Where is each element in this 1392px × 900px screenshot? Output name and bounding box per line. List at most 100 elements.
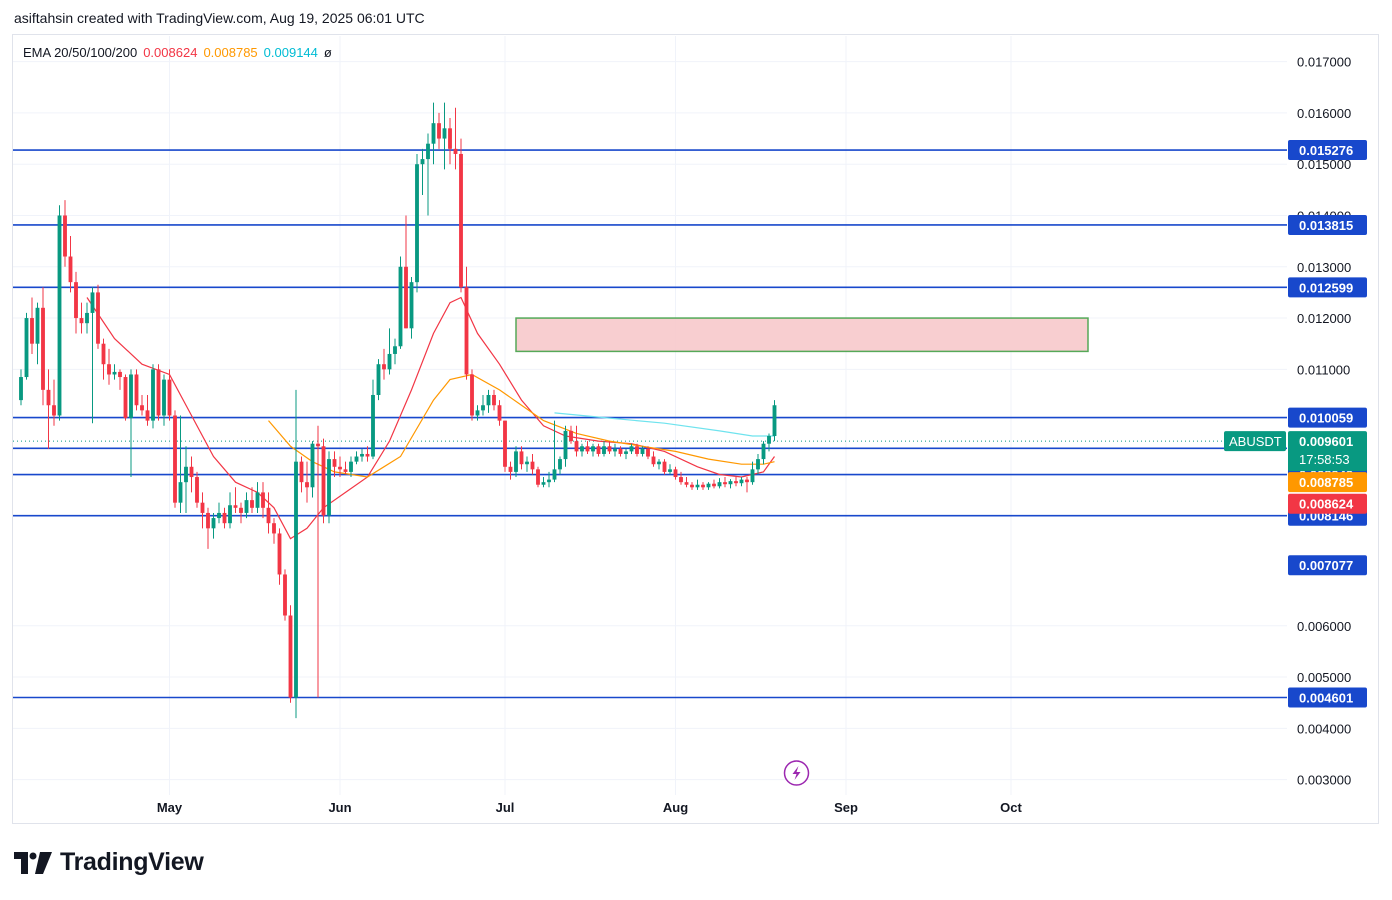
candle-body[interactable] [145, 410, 150, 421]
candle-body[interactable] [734, 481, 738, 484]
candle-body[interactable] [349, 461, 353, 472]
candle-body[interactable] [706, 483, 711, 488]
candle-body[interactable] [288, 615, 293, 698]
candle-body[interactable] [574, 441, 579, 452]
candle-body[interactable] [332, 459, 337, 467]
candle-body[interactable] [668, 469, 672, 472]
candle-body[interactable] [426, 143, 430, 160]
candle-body[interactable] [464, 287, 469, 375]
candle-body[interactable] [316, 443, 320, 447]
candle-body[interactable] [739, 479, 744, 484]
candle-body[interactable] [618, 448, 623, 454]
candle-body[interactable] [541, 482, 546, 485]
candle-body[interactable] [371, 394, 375, 457]
candle-body[interactable] [772, 405, 777, 437]
candle-body[interactable] [63, 215, 67, 257]
candle-body[interactable] [360, 453, 364, 457]
candle-body[interactable] [178, 482, 183, 503]
candle-body[interactable] [717, 482, 722, 487]
candle-body[interactable] [327, 459, 331, 516]
candle-body[interactable] [129, 374, 133, 419]
candle-body[interactable] [646, 448, 650, 457]
candle-body[interactable] [497, 405, 502, 421]
candle-body[interactable] [387, 353, 392, 370]
candle-body[interactable] [624, 451, 628, 454]
candle-body[interactable] [767, 436, 771, 444]
candle-body[interactable] [123, 377, 128, 419]
candle-body[interactable] [552, 469, 557, 480]
candle-body[interactable] [519, 451, 524, 465]
candle-body[interactable] [514, 451, 518, 472]
candle-body[interactable] [673, 469, 678, 478]
candle-body[interactable] [338, 466, 342, 470]
candle-body[interactable] [596, 446, 601, 454]
candle-body[interactable] [756, 459, 760, 470]
candle-body[interactable] [343, 469, 348, 472]
candle-body[interactable] [635, 446, 639, 454]
candle-body[interactable] [409, 282, 414, 329]
candle-body[interactable] [19, 377, 23, 401]
candle-body[interactable] [52, 405, 56, 416]
last-price-badge[interactable] [1288, 431, 1367, 472]
candle-body[interactable] [79, 318, 84, 324]
candle-body[interactable] [112, 371, 117, 375]
candle-body[interactable] [750, 469, 755, 483]
candle-body[interactable] [74, 282, 78, 319]
tradingview-brand[interactable]: TradingView [14, 848, 204, 877]
candle-body[interactable] [118, 371, 122, 378]
candle-body[interactable] [222, 512, 227, 524]
candle-body[interactable] [640, 448, 645, 454]
candle-body[interactable] [376, 364, 381, 395]
candle-body[interactable] [151, 369, 155, 421]
candle-body[interactable] [684, 482, 689, 485]
candle-body[interactable] [272, 523, 276, 534]
candle-body[interactable] [233, 505, 238, 508]
candle-body[interactable] [701, 484, 705, 488]
candle-body[interactable] [453, 148, 458, 154]
candle-body[interactable] [459, 153, 463, 288]
candle-body[interactable] [690, 484, 694, 488]
candle-body[interactable] [200, 502, 205, 513]
candle-body[interactable] [679, 477, 683, 483]
candle-body[interactable] [162, 379, 166, 416]
candle-body[interactable] [261, 492, 265, 508]
candle-body[interactable] [255, 492, 260, 508]
candle-body[interactable] [277, 533, 282, 575]
candle-body[interactable] [486, 394, 491, 406]
candle-body[interactable] [266, 507, 271, 524]
candle-body[interactable] [629, 446, 634, 452]
candle-body[interactable] [525, 461, 529, 465]
candle-body[interactable] [437, 123, 441, 139]
candle-body[interactable] [536, 469, 540, 485]
candle-body[interactable] [580, 446, 584, 452]
candle-body[interactable] [404, 266, 408, 329]
candle-body[interactable] [239, 507, 243, 513]
candle-body[interactable] [607, 446, 612, 452]
candle-body[interactable] [723, 482, 727, 485]
candle-body[interactable] [492, 394, 496, 406]
candle-body[interactable] [558, 459, 562, 470]
supply-zone-rectangle[interactable] [515, 317, 1089, 353]
candle-body[interactable] [101, 343, 106, 365]
candle-body[interactable] [283, 574, 287, 616]
candle-body[interactable] [96, 292, 100, 344]
candle-body[interactable] [134, 374, 139, 406]
candle-body[interactable] [46, 389, 51, 406]
candle-body[interactable] [470, 374, 474, 416]
candle-body[interactable] [563, 430, 568, 460]
candle-body[interactable] [442, 128, 447, 139]
candle-body[interactable] [184, 466, 188, 483]
candle-body[interactable] [398, 266, 403, 347]
candle-body[interactable] [107, 364, 111, 375]
candle-body[interactable] [448, 128, 452, 149]
candle-body[interactable] [24, 318, 29, 378]
candle-body[interactable] [206, 512, 210, 529]
candle-body[interactable] [30, 318, 34, 344]
candle-body[interactable] [41, 307, 45, 390]
candle-body[interactable] [140, 405, 144, 411]
candle-body[interactable] [173, 415, 177, 503]
candle-body[interactable] [365, 453, 370, 457]
candle-body[interactable] [195, 477, 199, 503]
candle-body[interactable] [503, 420, 507, 467]
